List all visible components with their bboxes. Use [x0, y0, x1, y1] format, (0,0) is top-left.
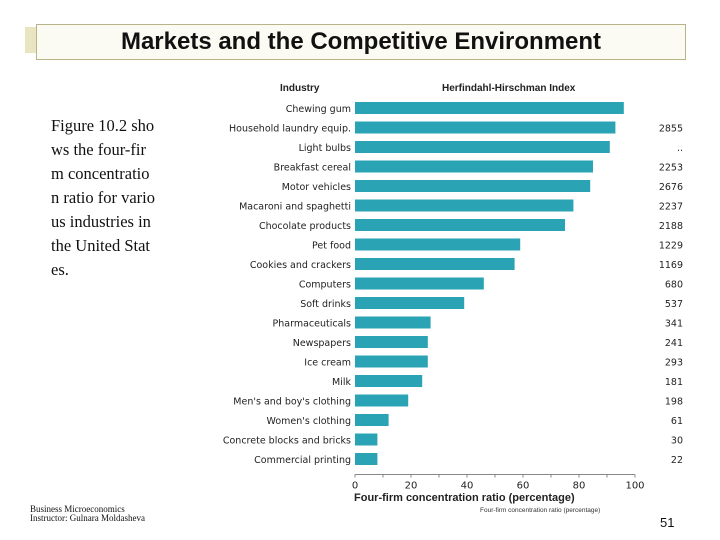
x-tick-label: 80 — [573, 481, 586, 492]
bar — [355, 414, 389, 426]
x-tick-label: 40 — [461, 481, 474, 492]
x-axis: 0 20 40 60 80 100 — [352, 474, 645, 492]
x-axis-label: Four-firm concentration ratio (percentag… — [354, 492, 575, 504]
bar — [355, 336, 428, 348]
bar — [355, 277, 484, 290]
category-label: Computers — [299, 280, 351, 291]
bar — [355, 316, 431, 329]
bar — [355, 219, 565, 231]
x-axis-label-small: Four-firm concentration ratio (percentag… — [480, 507, 600, 514]
hhi-value: 22 — [671, 455, 683, 466]
bar — [355, 453, 378, 465]
x-tick-label: 60 — [517, 481, 530, 492]
category-label: Light bulbs — [299, 143, 351, 154]
bar — [355, 199, 574, 212]
hhi-value: 293 — [665, 358, 683, 369]
hhi-value: 537 — [665, 299, 683, 310]
footer-instructor: Instructor: Gulnara Moldasheva — [30, 513, 145, 523]
footer: Business Microeconomics Instructor: Guln… — [30, 505, 145, 523]
bar — [355, 180, 591, 192]
category-label: Concrete blocks and bricks — [223, 436, 351, 447]
hhi-value: 30 — [671, 436, 683, 447]
category-label: Milk — [332, 377, 351, 388]
category-label: Women's clothing — [267, 416, 351, 427]
hhi-value: 2855 — [659, 124, 683, 135]
bar — [355, 258, 515, 270]
hhi-value: 680 — [665, 280, 683, 291]
bar — [355, 375, 423, 387]
slide-title: Markets and the Competitive Environment — [120, 28, 602, 55]
hhi-header: Herfindahl-Hirschman Index — [442, 83, 576, 94]
hhi-value: 2188 — [659, 221, 683, 232]
category-label: Soft drinks — [300, 299, 351, 310]
hhi-value: 241 — [665, 338, 683, 349]
hhi-value: 341 — [665, 319, 683, 330]
bar — [355, 141, 610, 153]
hhi-value: 61 — [671, 416, 683, 427]
hhi-value: 1169 — [659, 260, 683, 271]
concentration-chart: Industry Herfindahl-Hirschman Index Chew… — [223, 83, 683, 514]
bar — [355, 433, 378, 446]
category-label: Pharmaceuticals — [273, 319, 352, 330]
category-label: Ice cream — [304, 358, 351, 369]
hhi-value: 2237 — [659, 202, 683, 213]
category-label: Men's and boy's clothing — [233, 397, 351, 408]
category-label: Breakfast cereal — [274, 163, 351, 174]
category-label: Pet food — [312, 241, 351, 252]
page-number: 51 — [660, 515, 675, 530]
bar — [355, 297, 465, 309]
category-label: Commercial printing — [254, 455, 351, 466]
bar — [355, 394, 409, 407]
title-box: Markets and the Competitive Environment — [25, 24, 686, 60]
hhi-value: 1229 — [659, 241, 683, 252]
bar — [355, 355, 428, 368]
bar — [355, 238, 521, 251]
hhi-value: 198 — [665, 397, 683, 408]
bar — [355, 121, 616, 134]
slide-description: Figure 10.2 shows the four-firm concentr… — [51, 116, 156, 279]
chart-rows: Chewing gum Household laundry equip. 2855 L… — [223, 102, 683, 466]
category-label: Cookies and crackers — [250, 260, 351, 271]
bar — [355, 160, 593, 173]
category-label: Newspapers — [293, 338, 351, 349]
category-label: Chewing gum — [286, 104, 351, 115]
category-label: Macaroni and spaghetti — [239, 202, 351, 213]
hhi-value: 2253 — [659, 163, 683, 174]
hhi-value: 2676 — [659, 182, 683, 193]
category-label: Household laundry equip. — [229, 124, 351, 135]
category-label: Motor vehicles — [282, 182, 351, 193]
bar — [355, 102, 624, 114]
category-label: Chocolate products — [259, 221, 351, 232]
hhi-value: 181 — [665, 377, 683, 388]
industry-header: Industry — [280, 83, 320, 94]
x-tick-label: 20 — [405, 481, 418, 492]
x-tick-label: 0 — [352, 481, 358, 492]
x-tick-label: 100 — [625, 481, 644, 492]
hhi-value: .. — [677, 143, 683, 154]
footer-course: Business Microeconomics — [30, 504, 125, 514]
